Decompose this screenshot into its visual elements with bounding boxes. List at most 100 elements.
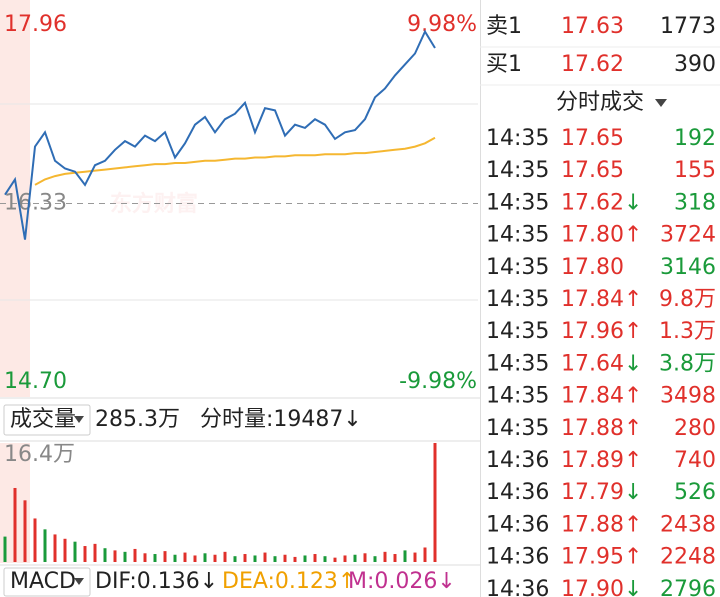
dropdown-icon (74, 578, 84, 585)
dif-dir: ↓ (200, 569, 218, 594)
tick-volume: 2438 (660, 512, 716, 537)
volume-bar (53, 534, 57, 562)
tick-volume: 9.8万 (659, 287, 716, 312)
volume-bar (73, 541, 77, 562)
volume-bar (353, 554, 357, 562)
volume-current: 分时量:19487↓ (200, 407, 362, 432)
tick-price-value: 17.90 (561, 577, 624, 597)
tick-dir: ↑ (624, 223, 642, 248)
tick-time: 14:36 (486, 577, 549, 597)
tick-volume: 3498 (660, 384, 716, 409)
tick-price: 17.88↑ (561, 512, 642, 537)
tick-price: 17.84↑ (561, 287, 642, 312)
y-tick-label: 14.70 (4, 369, 67, 394)
volume-bar (403, 550, 407, 562)
tick-dir: ↓ (624, 480, 642, 505)
tick-time: 14:35 (486, 190, 549, 215)
volume-bar (323, 556, 327, 562)
macd-dea: DEA:0.123↑ (222, 569, 356, 594)
tick-time: 14:35 (486, 287, 549, 312)
tick-price: 17.90↓ (561, 577, 642, 597)
tick-dir: ↓ (624, 190, 642, 215)
selector-box[interactable] (3, 404, 91, 436)
y-tick-label: 16.33 (4, 191, 67, 216)
book-volume: 390 (674, 52, 716, 77)
tick-volume: 2248 (660, 545, 716, 570)
volume-bar (173, 554, 177, 562)
tick-volume: 280 (674, 416, 716, 441)
volume-bar (303, 555, 307, 562)
tick-time: 14:36 (486, 480, 549, 505)
volume-bar (383, 551, 387, 562)
volume-bar (263, 552, 267, 562)
pct-tick-label: 9.98% (407, 12, 477, 37)
volume-bar (243, 554, 247, 562)
tick-dir: ↑ (624, 512, 642, 537)
tick-volume: 155 (674, 158, 716, 183)
volume-bar (23, 500, 27, 562)
tick-volume: 3724 (660, 223, 716, 248)
tick-price-value: 17.80 (561, 255, 624, 280)
ticks-header[interactable]: 分时成交 (556, 90, 644, 115)
volume-bar (273, 556, 277, 562)
book-volume: 1773 (660, 14, 716, 39)
volume-bar (283, 554, 287, 562)
volume-bar (3, 536, 7, 562)
volume-bar (423, 547, 427, 562)
tick-dir: ↑ (624, 287, 642, 312)
tick-price: 17.80 (561, 255, 624, 280)
volume-bar (133, 548, 137, 562)
tick-price-value: 17.95 (561, 545, 624, 570)
tick-time: 14:36 (486, 448, 549, 473)
tick-time: 14:35 (486, 126, 549, 151)
volume-bar (393, 554, 397, 562)
book-price: 17.63 (561, 14, 624, 39)
tick-price: 17.62↓ (561, 190, 642, 215)
tick-price-value: 17.79 (561, 480, 624, 505)
volume-current-text: 分时量:19487 (200, 407, 343, 432)
volume-bar (83, 546, 87, 562)
volume-bar (103, 548, 107, 562)
book-label: 卖1 (486, 14, 522, 39)
volume-bar (33, 518, 37, 562)
tick-price-value: 17.65 (561, 126, 624, 151)
volume-bar (153, 554, 157, 562)
tick-dir: ↑ (624, 448, 642, 473)
volume-selector[interactable]: 成交量 (10, 407, 76, 432)
tick-time: 14:36 (486, 545, 549, 570)
tick-dir: ↑ (624, 319, 642, 344)
tick-time: 14:35 (486, 319, 549, 344)
dropdown-icon (74, 416, 84, 423)
tick-time: 14:35 (486, 255, 549, 280)
volume-bar (333, 557, 337, 562)
tick-volume: 192 (674, 126, 716, 151)
tick-price: 17.96↑ (561, 319, 642, 344)
tick-dir: ↑ (624, 384, 642, 409)
volume-bar (183, 552, 187, 562)
tick-time: 14:35 (486, 223, 549, 248)
volume-bar (203, 553, 207, 562)
tick-dir: ↑ (624, 416, 642, 441)
open-strip (0, 0, 30, 397)
tick-price: 17.79↓ (561, 480, 642, 505)
tick-dir: ↓ (624, 351, 642, 376)
tick-volume: 318 (674, 190, 716, 215)
volume-total: 285.3万 (95, 407, 180, 432)
selector-box[interactable] (3, 567, 91, 597)
volume-current-dir: ↓ (343, 407, 361, 432)
tick-dir: ↓ (624, 577, 642, 597)
tick-price: 17.64↓ (561, 351, 642, 376)
tick-volume: 740 (674, 448, 716, 473)
volume-bar (123, 551, 127, 562)
volume-bar (143, 553, 147, 562)
dea-dir: ↑ (338, 569, 356, 594)
tick-volume: 526 (674, 480, 716, 505)
macd-dif: DIF:0.136↓ (95, 569, 218, 594)
volume-bar (63, 538, 67, 562)
tick-price: 17.80↑ (561, 223, 642, 248)
tick-time: 14:35 (486, 416, 549, 441)
macd-selector[interactable]: MACD (10, 569, 76, 594)
tick-time: 14:35 (486, 384, 549, 409)
volume-bar (363, 553, 367, 562)
tick-price-value: 17.88 (561, 512, 624, 537)
